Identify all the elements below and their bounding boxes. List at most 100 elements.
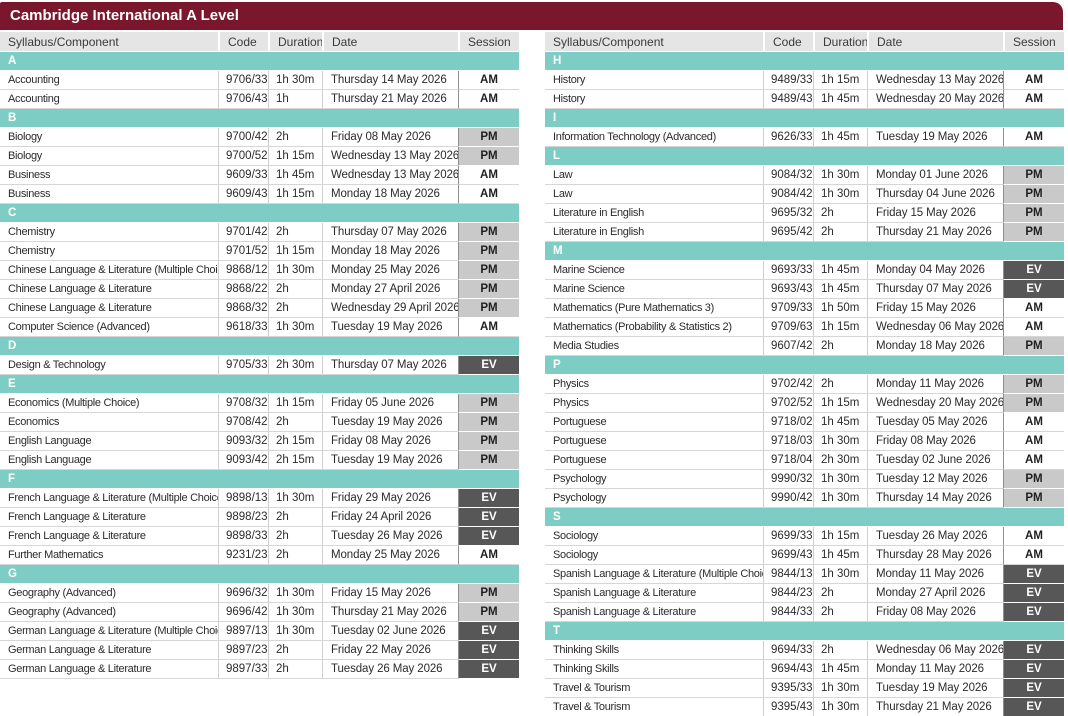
code-cell: 9395/43 (763, 698, 813, 716)
subject-cell: Thinking Skills (545, 641, 763, 660)
exam-row: French Language & Literature 9898/33 2h Tue… (0, 527, 519, 546)
subject-cell: Sociology (545, 546, 763, 565)
duration-cell: 2h (268, 299, 322, 318)
date-cell: Friday 08 May 2026 (867, 603, 1003, 622)
timetable-column-right: Syllabus/Component Code Duration Date Se… (545, 32, 1064, 716)
subject-cell: Portuguese (545, 432, 763, 451)
session-cell: EV (1003, 261, 1064, 280)
code-cell: 9709/63 (763, 318, 813, 337)
exam-row: Marine Science 9693/43 1h 45m Thursday 07 M… (545, 280, 1064, 299)
exam-row: Computer Science (Advanced) 9618/33 1h 30m… (0, 318, 519, 337)
date-cell: Wednesday 20 May 2026 (867, 90, 1003, 109)
code-cell: 9868/32 (218, 299, 268, 318)
session-cell: PM (458, 242, 519, 261)
duration-cell: 1h 30m (268, 489, 322, 508)
exam-row: Further Mathematics 9231/23 2h Monday 25 Ma… (0, 546, 519, 565)
exam-row: Sociology 9699/43 1h 45m Thursday 28 May 20… (545, 546, 1064, 565)
exam-row: Mathematics (Probability & Statistics 2)… (545, 318, 1064, 337)
code-cell: 9990/32 (763, 470, 813, 489)
date-cell: Friday 05 June 2026 (322, 394, 458, 413)
date-cell: Monday 11 May 2026 (867, 660, 1003, 679)
duration-cell: 1h 15m (813, 527, 867, 546)
session-cell: PM (1003, 394, 1064, 413)
date-cell: Wednesday 13 May 2026 (322, 166, 458, 185)
duration-cell: 1h 30m (268, 584, 322, 603)
section-letter: B (0, 109, 519, 128)
code-cell: 9693/43 (763, 280, 813, 299)
duration-cell: 2h (813, 337, 867, 356)
col-header-date: Date (322, 32, 458, 52)
date-cell: Monday 04 May 2026 (867, 261, 1003, 280)
section-letter: L (545, 147, 1064, 166)
subject-cell: Marine Science (545, 280, 763, 299)
subject-cell: Further Mathematics (0, 546, 218, 565)
section-letter: F (0, 470, 519, 489)
duration-cell: 1h 30m (268, 261, 322, 280)
duration-cell: 2h (268, 223, 322, 242)
code-cell: 9395/33 (763, 679, 813, 698)
exam-row: Chemistry 9701/42 2h Thursday 07 May 2026 PM (0, 223, 519, 242)
date-cell: Tuesday 05 May 2026 (867, 413, 1003, 432)
session-cell: PM (1003, 223, 1064, 242)
duration-cell: 2h (268, 527, 322, 546)
session-cell: EV (1003, 565, 1064, 584)
exam-row: Biology 9700/42 2h Friday 08 May 2026 PM (0, 128, 519, 147)
code-cell: 9705/33 (218, 356, 268, 375)
duration-cell: 1h 45m (813, 660, 867, 679)
col-header-session: Session (1003, 32, 1064, 52)
code-cell: 9718/03 (763, 432, 813, 451)
exam-row: Physics 9702/52 1h 15m Wednesday 20 May 202… (545, 394, 1064, 413)
session-cell: EV (458, 508, 519, 527)
duration-cell: 2h (813, 375, 867, 394)
date-cell: Tuesday 26 May 2026 (322, 660, 458, 679)
exam-row: History 9489/43 1h 45m Wednesday 20 May 202… (545, 90, 1064, 109)
session-cell: AM (1003, 546, 1064, 565)
session-cell: PM (458, 280, 519, 299)
exam-row: Mathematics (Pure Mathematics 3) 9709/33 1… (545, 299, 1064, 318)
session-cell: EV (1003, 698, 1064, 716)
code-cell: 9898/33 (218, 527, 268, 546)
subject-cell: German Language & Literature (0, 641, 218, 660)
exam-row: Marine Science 9693/33 1h 45m Monday 04 May… (545, 261, 1064, 280)
col-header-syllabus: Syllabus/Component (0, 32, 218, 52)
section-letter: C (0, 204, 519, 223)
code-cell: 9231/23 (218, 546, 268, 565)
session-cell: PM (458, 147, 519, 166)
code-cell: 9718/02 (763, 413, 813, 432)
duration-cell: 2h (813, 584, 867, 603)
exam-row: Accounting 9706/33 1h 30m Thursday 14 May 2… (0, 71, 519, 90)
duration-cell: 1h 15m (268, 185, 322, 204)
date-cell: Tuesday 26 May 2026 (867, 527, 1003, 546)
subject-cell: Physics (545, 394, 763, 413)
date-cell: Friday 08 May 2026 (322, 432, 458, 451)
session-cell: PM (1003, 337, 1064, 356)
code-cell: 9084/42 (763, 185, 813, 204)
subject-cell: Chinese Language & Literature (Multiple … (0, 261, 218, 280)
subject-cell: Portuguese (545, 413, 763, 432)
section-header-row: T (545, 622, 1064, 641)
subject-cell: History (545, 71, 763, 90)
session-cell: PM (458, 603, 519, 622)
date-cell: Monday 18 May 2026 (322, 185, 458, 204)
subject-cell: Literature in English (545, 223, 763, 242)
duration-cell: 1h 30m (268, 318, 322, 337)
session-cell: EV (458, 356, 519, 375)
duration-cell: 1h 30m (813, 489, 867, 508)
date-cell: Monday 18 May 2026 (867, 337, 1003, 356)
code-cell: 9489/33 (763, 71, 813, 90)
session-cell: EV (1003, 584, 1064, 603)
subject-cell: Geography (Advanced) (0, 584, 218, 603)
exam-row: Literature in English 9695/42 2h Thursday 2… (545, 223, 1064, 242)
session-cell: PM (1003, 185, 1064, 204)
section-letter: H (545, 52, 1064, 71)
subject-cell: History (545, 90, 763, 109)
duration-cell: 1h 15m (813, 71, 867, 90)
session-cell: PM (1003, 489, 1064, 508)
section-header-row: A (0, 52, 519, 71)
subject-cell: Chemistry (0, 242, 218, 261)
subject-cell: Law (545, 185, 763, 204)
section-header-row: S (545, 508, 1064, 527)
subject-cell: Media Studies (545, 337, 763, 356)
code-cell: 9898/23 (218, 508, 268, 527)
date-cell: Monday 01 June 2026 (867, 166, 1003, 185)
